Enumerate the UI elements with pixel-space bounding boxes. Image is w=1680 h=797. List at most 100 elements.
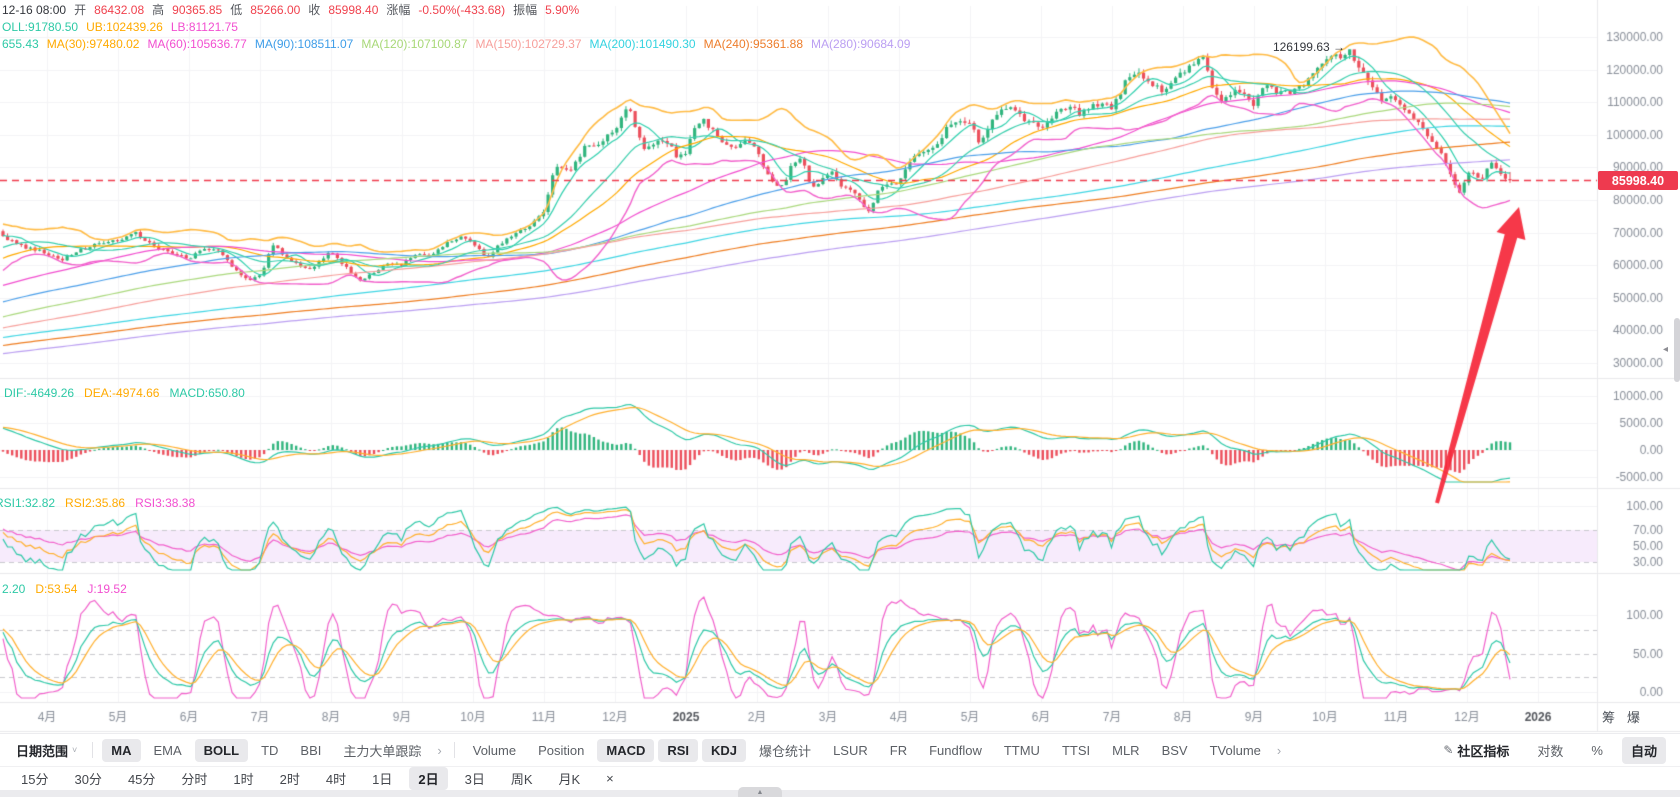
chevron-down-icon: ˅: [72, 745, 78, 755]
timeframe-label: 月K: [558, 771, 581, 787]
info-segment: 655.43: [2, 37, 39, 51]
toolbar-button[interactable]: TTMU: [995, 739, 1049, 762]
info-segment: OLL:91780.50: [2, 20, 79, 34]
group-divider: [92, 742, 94, 758]
toolbar-button[interactable]: Fundflow: [920, 739, 991, 762]
axis-tool-button[interactable]: 筹: [1602, 707, 1615, 726]
chart-settings-group: ✎ 社区指标 对数% 自动: [1434, 736, 1680, 764]
timeframe-button[interactable]: 30分: [65, 767, 110, 790]
info-segment: MA(280):90684.09: [811, 37, 911, 51]
toolbar-button[interactable]: Volume: [464, 739, 525, 762]
boll-info-row: OLL:91780.50 UB:102439.26 LB:81121.75: [2, 20, 238, 35]
collapse-arrow-icon[interactable]: ◂: [1663, 344, 1669, 355]
axis-tools: 筹爆: [1602, 707, 1640, 726]
toolbar-button[interactable]: TVolume: [1201, 739, 1270, 762]
toolbar-button-label: 社区指标: [1457, 743, 1510, 759]
toolbar-button[interactable]: 主力大单跟踪: [334, 737, 430, 764]
indicator-value: RSI2:35.86: [65, 496, 126, 510]
toolbar-button[interactable]: Position: [529, 739, 593, 762]
timeframe-label: 周K: [510, 771, 533, 787]
info-segment: MA(200):101490.30: [589, 37, 696, 51]
info-segment: MA(120):107100.87: [361, 37, 468, 51]
axis-tool-button[interactable]: 爆: [1627, 707, 1640, 726]
toolbar-button-label: MLR: [1112, 742, 1140, 758]
timeframe-button[interactable]: 3日: [456, 767, 494, 790]
toolbar-button[interactable]: 自动: [1621, 736, 1666, 764]
toolbar-button-label: ›: [437, 742, 442, 758]
ohlc-info-row: 12-16 08:00 开 86432.08 高 90365.85 低 85266.00 收 8…: [2, 3, 579, 18]
timeframe-button[interactable]: 2日: [409, 766, 448, 790]
info-segment: MA(30):97480.02: [46, 37, 140, 51]
toolbar-button[interactable]: BOLL: [194, 738, 249, 762]
timeframe-label: 4时: [325, 771, 347, 787]
toolbar-button-label: 自动: [1630, 743, 1657, 759]
kdj-label-row: 2.20 D:53.54 J:19.52: [2, 582, 127, 596]
toolbar-button-label: TD: [261, 742, 279, 758]
info-segment: 收: [308, 3, 321, 17]
macd-label-row: DIF:-4649.26 DEA:-4974.66 MACD:650.80: [4, 386, 245, 400]
timeframe-button[interactable]: 2时: [271, 767, 309, 790]
timeframe-button[interactable]: 1日: [363, 767, 401, 790]
scrollbar-thumb[interactable]: [1674, 318, 1680, 382]
bottom-scrollbar-track[interactable]: [0, 790, 1680, 797]
toolbar-button[interactable]: EMA: [145, 739, 191, 762]
toolbar-button-label: MA: [111, 742, 132, 758]
toolbar-button-label: Fundflow: [929, 742, 982, 758]
info-segment: MA(240):95361.88: [703, 37, 803, 51]
timeframe-button[interactable]: 分时: [172, 767, 216, 790]
toolbar-button[interactable]: ›: [1274, 739, 1284, 762]
indicator-toolbar: 日期范围 ˅ MA EMA BOLL TD BBI 主力大单跟踪 › Volume Posit…: [0, 733, 1680, 766]
toolbar-button[interactable]: RSI: [658, 738, 699, 762]
timeframe-button[interactable]: ×: [597, 769, 623, 788]
timeframe-button[interactable]: 月K: [550, 767, 590, 790]
timeframe-button[interactable]: 45分: [119, 767, 164, 790]
toolbar-button-label: RSI: [667, 742, 690, 758]
info-segment: 低: [230, 3, 243, 17]
toolbar-button-label: BBI: [300, 742, 322, 758]
main-chart-canvas[interactable]: [0, 0, 1680, 733]
info-segment: MA(150):102729.37: [475, 37, 582, 51]
info-segment: 12-16 08:00: [2, 3, 67, 17]
overlay-indicator-group: MA EMA BOLL TD BBI 主力大单跟踪 ›: [102, 737, 444, 764]
timeframe-button[interactable]: 周K: [502, 767, 542, 790]
toolbar-button[interactable]: 对数: [1528, 737, 1572, 764]
toolbar-button[interactable]: KDJ: [702, 738, 747, 762]
chevron-up-icon: ▲: [756, 788, 764, 796]
indicator-value: RSI3:38.38: [135, 496, 196, 510]
timeframe-label: ×: [606, 770, 614, 786]
date-range-button[interactable]: 日期范围 ˅: [10, 737, 83, 764]
timeframe-label: 3日: [464, 771, 485, 787]
timeframe-button[interactable]: 15分: [12, 767, 57, 790]
toolbar-button-label: KDJ: [711, 742, 738, 758]
toolbar-button[interactable]: TTSI: [1053, 739, 1099, 762]
toolbar-button[interactable]: MACD: [597, 738, 655, 762]
toolbar-button[interactable]: LSUR: [824, 739, 877, 762]
toolbar-button[interactable]: %: [1582, 739, 1612, 762]
timeframe-label: 30分: [74, 771, 102, 787]
toolbar-button[interactable]: BSV: [1153, 739, 1197, 762]
toolbar-button[interactable]: BBI: [291, 739, 330, 762]
current-price-badge: 85998.40: [1598, 171, 1678, 190]
info-segment: 涨幅: [386, 3, 411, 17]
toolbar-button[interactable]: ✎ 社区指标: [1434, 737, 1518, 764]
toolbar-button[interactable]: TD: [252, 739, 287, 762]
timeframe-button[interactable]: 4时: [317, 767, 355, 790]
toolbar-button-label: 爆仓统计: [759, 743, 812, 759]
info-segment: 90365.85: [172, 3, 223, 17]
toolbar-button[interactable]: MA: [102, 738, 141, 762]
toolbar-button-label: TVolume: [1209, 742, 1261, 758]
timeframe-label: 1时: [233, 771, 254, 787]
timeframe-button[interactable]: 1时: [224, 767, 262, 790]
group-divider: [453, 742, 455, 758]
indicator-value: D:53.54: [35, 582, 78, 596]
toolbar-button-label: BOLL: [203, 742, 240, 758]
toolbar-button-label: TTSI: [1061, 742, 1091, 758]
toolbar-button-label: TTMU: [1003, 742, 1040, 758]
toolbar-button[interactable]: MLR: [1103, 739, 1148, 762]
toolbar-button[interactable]: 爆仓统计: [750, 737, 820, 764]
timeframe-label: 分时: [181, 771, 208, 787]
bottom-panel-handle[interactable]: ▲: [738, 787, 782, 797]
indicator-value: J:19.52: [87, 582, 127, 596]
toolbar-button[interactable]: ›: [434, 739, 444, 762]
toolbar-button[interactable]: FR: [881, 739, 916, 762]
